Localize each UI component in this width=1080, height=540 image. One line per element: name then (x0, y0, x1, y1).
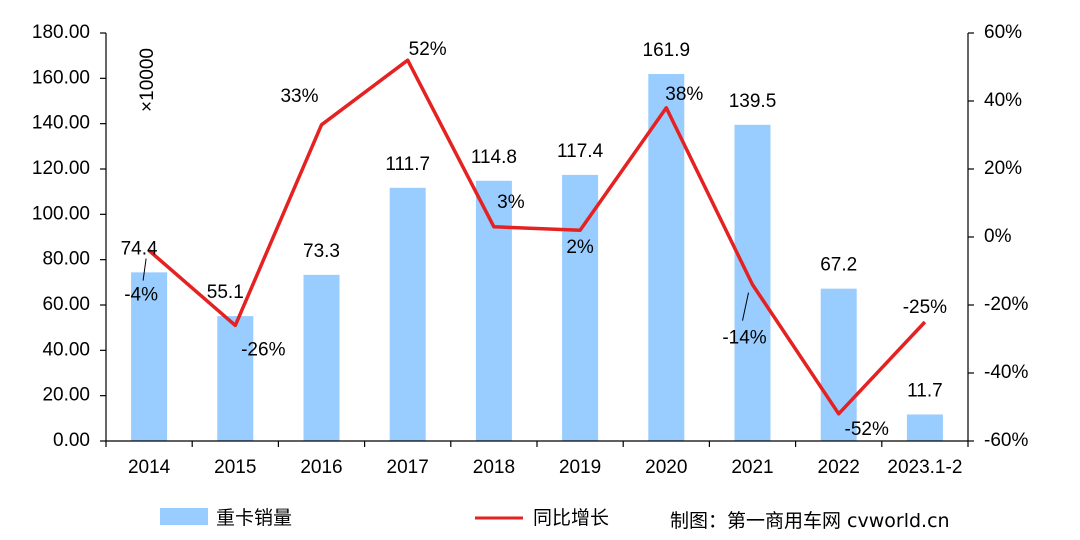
left-tick-label: 20.00 (42, 385, 90, 406)
left-tick-label: 0.00 (53, 430, 90, 451)
bar-value-label: 73.3 (303, 241, 340, 262)
growth-value-label: 3% (497, 192, 525, 213)
source-note: 制图：第一商用车网 cvworld.cn (670, 510, 950, 532)
bar-2016 (303, 274, 340, 441)
right-tick-label: 20% (984, 158, 1022, 179)
bar-value-label: 114.8 (471, 147, 517, 168)
bar-2023.1-2 (906, 414, 943, 441)
left-tick-label: 100.00 (32, 203, 90, 224)
right-tick-label: -60% (984, 430, 1028, 451)
line-series (147, 58, 927, 416)
growth-value-label: 2% (566, 237, 594, 258)
label-leader-lines (142, 258, 749, 321)
bar-value-label: 161.9 (643, 40, 691, 61)
legend: 重卡销量 同比增长 (160, 507, 609, 529)
leader-2014 (142, 258, 147, 281)
left-tick-label: 160.00 (32, 67, 90, 88)
growth-value-label: 38% (665, 84, 703, 105)
right-tick-label: 0% (984, 226, 1012, 247)
left-axis-ticks: 0.00 20.00 40.00 60.00 80.00 100.00 120.00 140.… (32, 22, 106, 451)
bar-value-label: 67.2 (820, 255, 857, 276)
legend-line-label: 同比增长 (533, 507, 609, 529)
right-tick-label: -20% (984, 294, 1028, 315)
x-tick-label: 2022 (818, 457, 860, 478)
right-tick-label: 60% (984, 22, 1022, 43)
bar-value-label: 111.7 (385, 154, 430, 175)
x-tick-label: 2019 (559, 457, 601, 478)
right-axis-ticks: -60% -40% -20% 0% 20% 40% 60% (968, 22, 1028, 451)
x-tick-label: 2018 (473, 457, 515, 478)
growth-value-label: -4% (124, 285, 158, 306)
growth-value-label: 52% (409, 39, 447, 60)
bar-2018 (475, 180, 512, 441)
left-tick-label: 180.00 (32, 22, 90, 43)
bar-2017 (389, 187, 426, 441)
bar-value-label: 117.4 (557, 141, 604, 162)
x-tick-label: 2017 (387, 457, 429, 478)
right-tick-label: 40% (984, 90, 1022, 111)
legend-bar-label: 重卡销量 (216, 507, 292, 529)
x-tick-label: 2015 (214, 457, 256, 478)
bar-2019 (562, 174, 599, 442)
bar-2014 (131, 272, 168, 441)
bar-value-label: 55.1 (207, 282, 244, 303)
x-tick-label: 2021 (731, 457, 773, 478)
bar-series (131, 74, 943, 442)
growth-value-label: -25% (903, 297, 947, 318)
right-tick-label: -40% (984, 362, 1028, 383)
growth-value-label: -52% (845, 419, 889, 440)
x-tick-label: 2014 (128, 457, 171, 478)
bar-2022 (820, 288, 857, 441)
bar-value-label: 11.7 (907, 380, 943, 401)
left-tick-label: 40.00 (42, 339, 90, 360)
left-tick-label: 80.00 (42, 249, 90, 270)
x-axis-ticks: 2014 2015 2016 2017 2018 2019 2020 2021 2022 2023… (105, 441, 969, 478)
growth-value-label: -14% (722, 328, 766, 349)
bar-value-label: 74.4 (121, 238, 158, 259)
y-unit-label: ×10000 (137, 48, 158, 112)
x-tick-label: 2016 (300, 457, 342, 478)
bar-2015 (217, 316, 254, 441)
x-tick-label: 2020 (645, 457, 687, 478)
growth-value-label: -26% (241, 339, 285, 360)
growth-value-label: 33% (280, 86, 318, 107)
bar-2020 (648, 74, 685, 441)
left-tick-label: 60.00 (42, 294, 90, 315)
bar-data-labels: 74.4 55.1 73.3 111.7 114.8 117.4 161.9 139.5 67.… (121, 40, 943, 401)
legend-bar-swatch (160, 508, 208, 525)
growth-line (147, 58, 927, 416)
bar-value-label: 139.5 (729, 91, 777, 112)
x-tick-label: 2023.1-2 (887, 457, 962, 478)
left-tick-label: 120.00 (32, 158, 90, 179)
left-tick-label: 140.00 (32, 113, 90, 134)
leader-2021 (742, 292, 749, 321)
line-data-labels: -4% -26% 33% 52% 3% 2% 38% -14% -52% -25% (124, 39, 947, 440)
